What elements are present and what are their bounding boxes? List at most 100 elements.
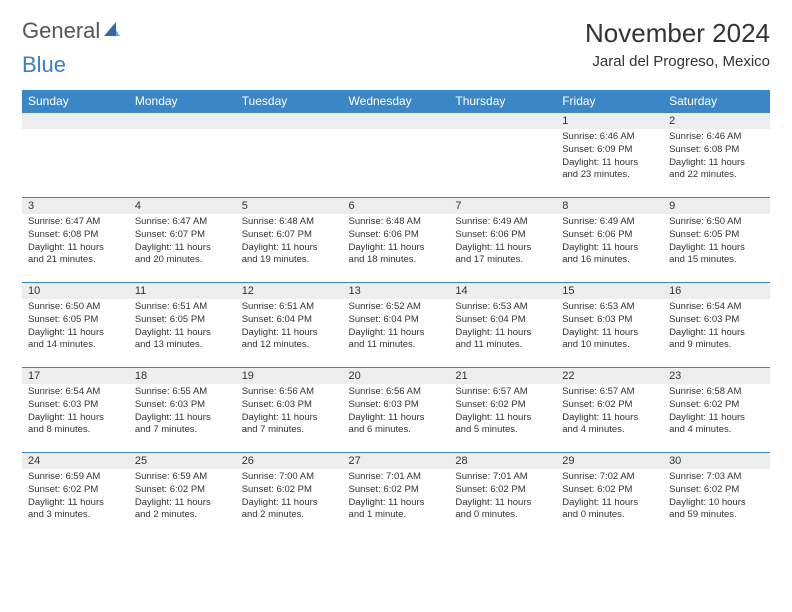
sunrise-text: Sunrise: 6:55 AM xyxy=(135,386,230,399)
day-detail-cell: Sunrise: 6:54 AMSunset: 6:03 PMDaylight:… xyxy=(22,384,129,453)
sunrise-text: Sunrise: 6:53 AM xyxy=(562,301,657,314)
sunrise-text: Sunrise: 6:57 AM xyxy=(562,386,657,399)
sunset-text: Sunset: 6:05 PM xyxy=(28,314,123,327)
daylight-text-2: and 0 minutes. xyxy=(562,509,657,522)
daylight-text-1: Daylight: 11 hours xyxy=(455,497,550,510)
day-number-cell: 21 xyxy=(449,368,556,385)
sunset-text: Sunset: 6:03 PM xyxy=(28,399,123,412)
daylight-text-1: Daylight: 11 hours xyxy=(28,412,123,425)
daylight-text-2: and 19 minutes. xyxy=(242,254,337,267)
day-detail-cell: Sunrise: 7:01 AMSunset: 6:02 PMDaylight:… xyxy=(343,469,450,537)
day-detail-cell xyxy=(22,129,129,198)
sunset-text: Sunset: 6:07 PM xyxy=(135,229,230,242)
day-detail-cell: Sunrise: 6:51 AMSunset: 6:04 PMDaylight:… xyxy=(236,299,343,368)
day-number-cell: 10 xyxy=(22,283,129,300)
sunrise-text: Sunrise: 6:47 AM xyxy=(28,216,123,229)
daylight-text-2: and 13 minutes. xyxy=(135,339,230,352)
day-number-cell: 17 xyxy=(22,368,129,385)
daylight-text-2: and 18 minutes. xyxy=(349,254,444,267)
sunrise-text: Sunrise: 6:50 AM xyxy=(28,301,123,314)
daylight-text-2: and 14 minutes. xyxy=(28,339,123,352)
day-number-cell xyxy=(449,113,556,130)
day-detail-cell: Sunrise: 6:55 AMSunset: 6:03 PMDaylight:… xyxy=(129,384,236,453)
day-detail-cell: Sunrise: 7:01 AMSunset: 6:02 PMDaylight:… xyxy=(449,469,556,537)
sail-icon xyxy=(102,18,122,44)
daylight-text-1: Daylight: 11 hours xyxy=(455,242,550,255)
daylight-text-1: Daylight: 11 hours xyxy=(562,497,657,510)
sunset-text: Sunset: 6:06 PM xyxy=(562,229,657,242)
daylight-text-1: Daylight: 11 hours xyxy=(562,327,657,340)
day-detail-cell: Sunrise: 6:50 AMSunset: 6:05 PMDaylight:… xyxy=(663,214,770,283)
daylight-text-1: Daylight: 11 hours xyxy=(135,327,230,340)
sunset-text: Sunset: 6:09 PM xyxy=(562,144,657,157)
day-number-cell: 19 xyxy=(236,368,343,385)
day-number-cell: 14 xyxy=(449,283,556,300)
sunrise-text: Sunrise: 6:56 AM xyxy=(242,386,337,399)
day-detail-row: Sunrise: 6:50 AMSunset: 6:05 PM Daylight:… xyxy=(22,299,770,368)
sunrise-text: Sunrise: 7:01 AM xyxy=(455,471,550,484)
day-number-cell: 30 xyxy=(663,453,770,470)
day-detail-cell xyxy=(343,129,450,198)
day-number-cell: 12 xyxy=(236,283,343,300)
sunset-text: Sunset: 6:02 PM xyxy=(349,484,444,497)
day-detail-cell: Sunrise: 7:00 AMSunset: 6:02 PMDaylight:… xyxy=(236,469,343,537)
daylight-text-2: and 4 minutes. xyxy=(562,424,657,437)
sunrise-text: Sunrise: 6:49 AM xyxy=(562,216,657,229)
daylight-text-2: and 15 minutes. xyxy=(669,254,764,267)
day-number-cell xyxy=(343,113,450,130)
day-number-cell: 13 xyxy=(343,283,450,300)
logo-text-2: Blue xyxy=(22,52,770,78)
day-detail-cell: Sunrise: 6:54 AMSunset: 6:03 PMDaylight:… xyxy=(663,299,770,368)
weekday-header: Sunday xyxy=(22,90,129,113)
daylight-text-1: Daylight: 11 hours xyxy=(349,242,444,255)
daylight-text-1: Daylight: 11 hours xyxy=(455,327,550,340)
daylight-text-1: Daylight: 11 hours xyxy=(349,327,444,340)
day-detail-cell: Sunrise: 6:59 AMSunset: 6:02 PMDaylight:… xyxy=(129,469,236,537)
day-number-cell: 9 xyxy=(663,198,770,215)
daylight-text-1: Daylight: 11 hours xyxy=(349,412,444,425)
daylight-text-2: and 7 minutes. xyxy=(135,424,230,437)
daylight-text-1: Daylight: 11 hours xyxy=(135,412,230,425)
day-number-cell: 15 xyxy=(556,283,663,300)
daylight-text-2: and 22 minutes. xyxy=(669,169,764,182)
sunrise-text: Sunrise: 7:00 AM xyxy=(242,471,337,484)
sunrise-text: Sunrise: 6:51 AM xyxy=(135,301,230,314)
sunrise-text: Sunrise: 6:48 AM xyxy=(242,216,337,229)
daylight-text-1: Daylight: 11 hours xyxy=(242,497,337,510)
daylight-text-1: Daylight: 11 hours xyxy=(242,412,337,425)
sunrise-text: Sunrise: 6:54 AM xyxy=(28,386,123,399)
daylight-text-2: and 5 minutes. xyxy=(455,424,550,437)
sunset-text: Sunset: 6:07 PM xyxy=(242,229,337,242)
daylight-text-2: and 8 minutes. xyxy=(28,424,123,437)
sunset-text: Sunset: 6:06 PM xyxy=(455,229,550,242)
day-detail-cell: Sunrise: 6:56 AMSunset: 6:03 PMDaylight:… xyxy=(343,384,450,453)
day-detail-cell: Sunrise: 6:47 AMSunset: 6:07 PMDaylight:… xyxy=(129,214,236,283)
day-detail-row: Sunrise: 6:59 AMSunset: 6:02 PMDaylight:… xyxy=(22,469,770,537)
day-detail-cell: Sunrise: 6:56 AMSunset: 6:03 PMDaylight:… xyxy=(236,384,343,453)
daylight-text-2: and 0 minutes. xyxy=(455,509,550,522)
daylight-text-2: and 17 minutes. xyxy=(455,254,550,267)
day-detail-cell: Sunrise: 6:47 AMSunset: 6:08 PMDaylight:… xyxy=(22,214,129,283)
sunrise-text: Sunrise: 6:48 AM xyxy=(349,216,444,229)
day-detail-cell: Sunrise: 6:49 AMSunset: 6:06 PMDaylight:… xyxy=(449,214,556,283)
day-number-row: 3456789 xyxy=(22,198,770,215)
day-number-cell: 25 xyxy=(129,453,236,470)
daylight-text-2: and 16 minutes. xyxy=(562,254,657,267)
day-detail-cell: Sunrise: 6:46 AMSunset: 6:08 PMDaylight:… xyxy=(663,129,770,198)
sunrise-text: Sunrise: 7:03 AM xyxy=(669,471,764,484)
daylight-text-2: and 20 minutes. xyxy=(135,254,230,267)
logo: General xyxy=(22,18,124,44)
day-detail-cell: Sunrise: 6:53 AMSunset: 6:04 PMDaylight:… xyxy=(449,299,556,368)
month-title: November 2024 xyxy=(585,18,770,49)
day-detail-cell: Sunrise: 6:50 AMSunset: 6:05 PMDaylight:… xyxy=(22,299,129,368)
daylight-text-1: Daylight: 10 hours xyxy=(669,497,764,510)
daylight-text-1: Daylight: 11 hours xyxy=(669,157,764,170)
day-number-cell xyxy=(129,113,236,130)
day-number-cell: 7 xyxy=(449,198,556,215)
daylight-text-1: Daylight: 11 hours xyxy=(562,412,657,425)
daylight-text-1: Daylight: 11 hours xyxy=(669,412,764,425)
logo-text-1: General xyxy=(22,18,100,44)
day-detail-row: Sunrise: 6:54 AMSunset: 6:03 PMDaylight:… xyxy=(22,384,770,453)
day-detail-cell: Sunrise: 6:49 AMSunset: 6:06 PMDaylight:… xyxy=(556,214,663,283)
day-number-cell: 6 xyxy=(343,198,450,215)
